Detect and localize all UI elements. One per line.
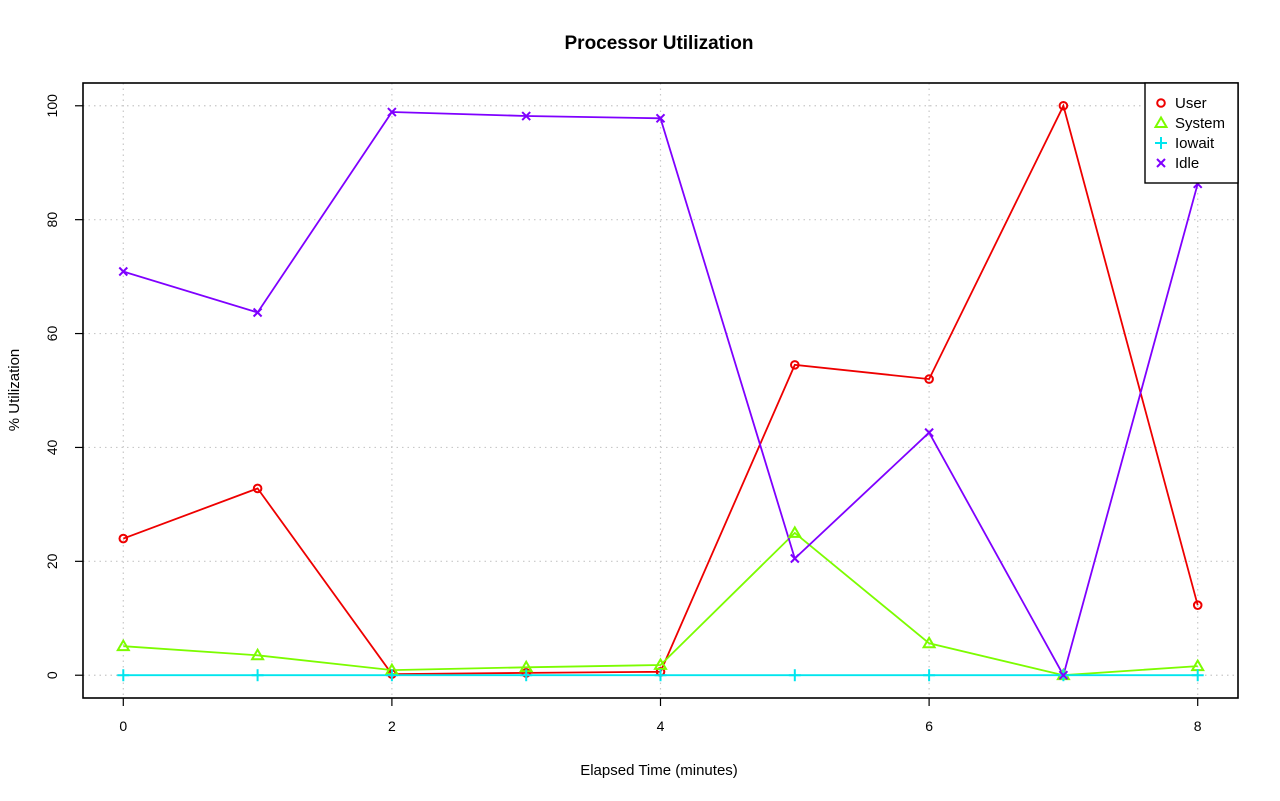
point-user-5 xyxy=(790,360,800,370)
point-system-6 xyxy=(921,635,937,649)
y-axis-label: % Utilization xyxy=(6,349,23,432)
legend-marker-system xyxy=(1153,115,1169,128)
point-iowait-8 xyxy=(1191,669,1204,682)
legend-label-idle: Idle xyxy=(1175,155,1199,172)
series-line-system xyxy=(123,531,1198,677)
x-axis: 0 2 4 6 8 xyxy=(119,698,1202,734)
point-system-5 xyxy=(787,525,803,538)
legend-marker-user xyxy=(1156,98,1166,108)
chart-title: Processor Utilization xyxy=(565,33,754,54)
grid xyxy=(83,83,1238,698)
y-axis: 0 20 40 60 80 100 xyxy=(44,94,83,679)
y-tick-label-80: 80 xyxy=(44,212,60,228)
point-iowait-0 xyxy=(117,669,130,682)
y-tick-label-60: 60 xyxy=(44,326,60,342)
point-system-1 xyxy=(250,647,265,661)
point-user-7 xyxy=(1058,100,1069,111)
series-line-idle xyxy=(123,111,1199,678)
y-tick-label-100: 100 xyxy=(44,94,60,118)
point-system-4 xyxy=(653,657,668,670)
point-idle-1 xyxy=(252,307,263,318)
x-axis-label: Elapsed Time (minutes) xyxy=(580,762,738,779)
point-idle-7 xyxy=(1058,670,1069,680)
x-tick-label-4: 4 xyxy=(657,718,665,734)
legend-label-system: System xyxy=(1175,115,1225,132)
point-system-8 xyxy=(1190,658,1205,672)
x-tick-label-8: 8 xyxy=(1194,718,1202,734)
point-user-1 xyxy=(252,483,263,494)
point-user-6 xyxy=(924,374,934,384)
point-idle-6 xyxy=(924,427,934,438)
x-tick-label-2: 2 xyxy=(388,718,396,734)
point-iowait-6 xyxy=(923,669,936,682)
legend-label-iowait: Iowait xyxy=(1175,135,1215,152)
y-tick-label-40: 40 xyxy=(44,439,60,455)
series-line-user xyxy=(122,103,1199,676)
y-tick-label-20: 20 xyxy=(44,553,60,569)
point-idle-0 xyxy=(118,266,128,277)
point-idle-2 xyxy=(387,107,397,117)
y-tick-label-0: 0 xyxy=(44,671,60,679)
point-idle-4 xyxy=(655,113,666,124)
point-user-8 xyxy=(1192,600,1203,610)
legend-marker-idle xyxy=(1156,158,1166,168)
point-iowait-4 xyxy=(654,669,667,682)
point-idle-5 xyxy=(790,553,800,564)
legend-marker-iowait xyxy=(1155,137,1167,149)
point-user-0 xyxy=(118,533,129,544)
x-tick-label-6: 6 xyxy=(925,718,933,734)
point-iowait-1 xyxy=(251,669,264,682)
legend-label-user: User xyxy=(1175,95,1207,112)
point-iowait-3 xyxy=(520,669,533,682)
point-idle-3 xyxy=(521,111,531,121)
point-iowait-2 xyxy=(385,669,398,682)
point-iowait-5 xyxy=(788,669,801,682)
legend: User System Iowait Idle xyxy=(1144,82,1239,184)
series-markers xyxy=(116,100,1205,682)
point-system-0 xyxy=(116,638,131,652)
x-tick-label-0: 0 xyxy=(119,718,127,734)
